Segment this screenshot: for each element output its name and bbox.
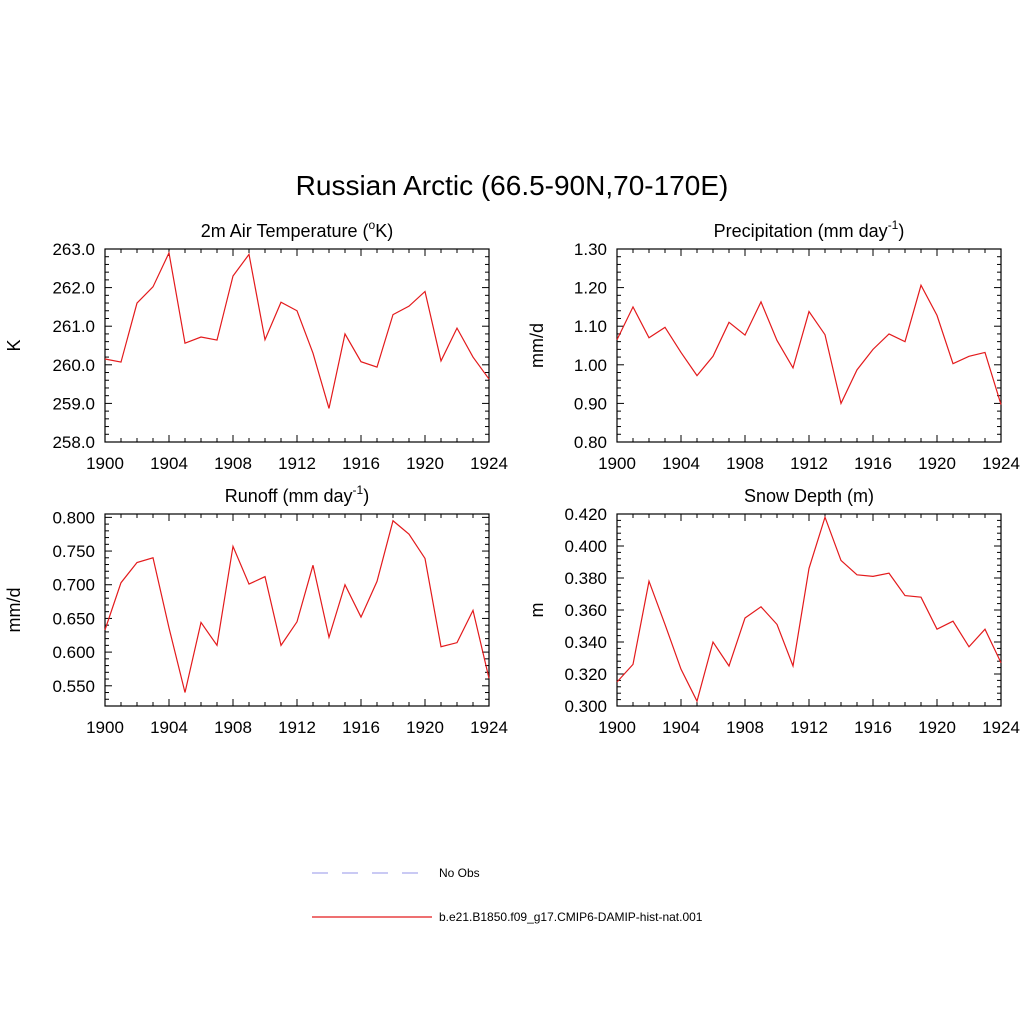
x-tick-label: 1900	[598, 718, 636, 737]
x-tick-label: 1900	[86, 718, 124, 737]
panel-title: Runoff (mm day-1)	[225, 483, 369, 506]
x-tick-label: 1904	[662, 718, 700, 737]
panel-title-main: Precipitation (mm day	[714, 221, 888, 241]
y-tick-label: 259.0	[52, 394, 95, 413]
y-tick-label: 0.750	[52, 542, 95, 561]
panel-title-main: Snow Depth (m)	[744, 486, 874, 506]
series-line	[616, 515, 1002, 703]
y-tick-label: 0.700	[52, 576, 95, 595]
panel-4: 1900 1904 1908 1912 1916 1920 1924 0.300 0.320 0.…	[527, 486, 1020, 737]
series-line	[104, 250, 490, 409]
y-tick-label: 260.0	[52, 356, 95, 375]
y-tick-label: 1.00	[574, 356, 607, 375]
x-tick-label: 1904	[150, 454, 188, 473]
panel-title-superscript: o	[369, 218, 376, 232]
y-tick-label: 0.400	[564, 537, 607, 556]
panel-1: 1900 1904 1908 1912 1916 1920 1924 258.0 259.0 26…	[4, 218, 508, 473]
x-tick-label: 1916	[854, 454, 892, 473]
y-tick-label: 0.800	[52, 508, 95, 527]
x-tick-label: 1912	[278, 718, 316, 737]
x-tick-label: 1900	[598, 454, 636, 473]
y-tick-label: 0.360	[564, 601, 607, 620]
legend: No Obs b.e21.B1850.f09_g17.CMIP6-DAMIP-hi…	[312, 866, 703, 924]
y-tick-label: 0.300	[564, 697, 607, 716]
y-axis-label: mm/d	[527, 323, 547, 368]
x-tick-label: 1904	[662, 454, 700, 473]
y-axis-label: mm/d	[4, 588, 24, 633]
x-tick-label: 1920	[918, 718, 956, 737]
x-tick-label: 1912	[278, 454, 316, 473]
x-tick-label: 1912	[790, 454, 828, 473]
y-axis-label: K	[4, 339, 24, 351]
y-tick-label: 1.10	[574, 317, 607, 336]
y-tick-label: 261.0	[52, 317, 95, 336]
y-tick-label: 0.380	[564, 569, 607, 588]
y-tick-label: 0.420	[564, 505, 607, 524]
series-line	[104, 519, 490, 693]
y-tick-label: 0.80	[574, 433, 607, 452]
plot-frame	[104, 248, 490, 443]
x-tick-label: 1908	[214, 718, 252, 737]
panel-title-superscript: -1	[353, 483, 364, 497]
x-tick-label: 1916	[342, 454, 380, 473]
x-tick-label: 1920	[406, 454, 444, 473]
x-tick-label: 1904	[150, 718, 188, 737]
y-axis-label: m	[527, 603, 547, 618]
x-tick-label: 1916	[342, 718, 380, 737]
y-tick-label: 1.30	[574, 240, 607, 259]
panel-title-end: )	[363, 486, 369, 506]
y-tick-label: 263.0	[52, 240, 95, 259]
y-tick-label: 0.320	[564, 665, 607, 684]
x-tick-label: 1924	[982, 454, 1020, 473]
panel-title-main: 2m Air Temperature (	[201, 221, 369, 241]
y-tick-label: 0.550	[52, 677, 95, 696]
panels: 1900 1904 1908 1912 1916 1920 1924 258.0 259.0 26…	[4, 218, 1020, 737]
x-tick-label: 1908	[726, 718, 764, 737]
y-tick-label: 258.0	[52, 433, 95, 452]
panel-title: Precipitation (mm day-1)	[714, 218, 905, 241]
x-tick-label: 1916	[854, 718, 892, 737]
plot-frame	[104, 513, 490, 707]
x-tick-label: 1920	[406, 718, 444, 737]
y-tick-label: 0.340	[564, 633, 607, 652]
x-tick-label: 1908	[214, 454, 252, 473]
x-tick-label: 1920	[918, 454, 956, 473]
panel-title-end: K)	[375, 221, 393, 241]
y-tick-label: 1.20	[574, 279, 607, 298]
x-tick-label: 1924	[470, 718, 508, 737]
y-tick-label: 262.0	[52, 279, 95, 298]
plot-frame	[616, 513, 1002, 707]
y-tick-label: 0.90	[574, 394, 607, 413]
panel-title-end: )	[898, 221, 904, 241]
panel-3: 1900 1904 1908 1912 1916 1920 1924 0.550 0.600 0.…	[4, 483, 508, 737]
x-tick-label: 1924	[470, 454, 508, 473]
y-tick-label: 0.650	[52, 609, 95, 628]
legend-label: No Obs	[439, 866, 480, 880]
y-tick-label: 0.600	[52, 643, 95, 662]
x-tick-label: 1900	[86, 454, 124, 473]
x-tick-label: 1908	[726, 454, 764, 473]
plot-frame	[616, 248, 1002, 443]
x-tick-label: 1912	[790, 718, 828, 737]
series-line	[616, 283, 1002, 406]
figure-title: Russian Arctic (66.5-90N,70-170E)	[296, 170, 729, 201]
panel-title: Snow Depth (m)	[744, 486, 874, 506]
panel-title: 2m Air Temperature (oK)	[201, 218, 393, 241]
panel-2: 1900 1904 1908 1912 1916 1920 1924 0.80 0.90 1.00…	[527, 218, 1020, 473]
legend-label: b.e21.B1850.f09_g17.CMIP6-DAMIP-hist-nat…	[439, 910, 703, 924]
panel-title-main: Runoff (mm day	[225, 486, 353, 506]
x-tick-label: 1924	[982, 718, 1020, 737]
panel-title-superscript: -1	[888, 218, 899, 232]
